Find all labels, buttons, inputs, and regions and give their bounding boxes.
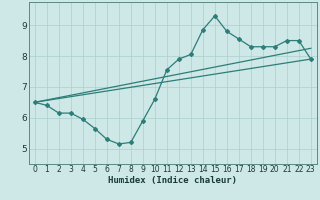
X-axis label: Humidex (Indice chaleur): Humidex (Indice chaleur) bbox=[108, 176, 237, 185]
